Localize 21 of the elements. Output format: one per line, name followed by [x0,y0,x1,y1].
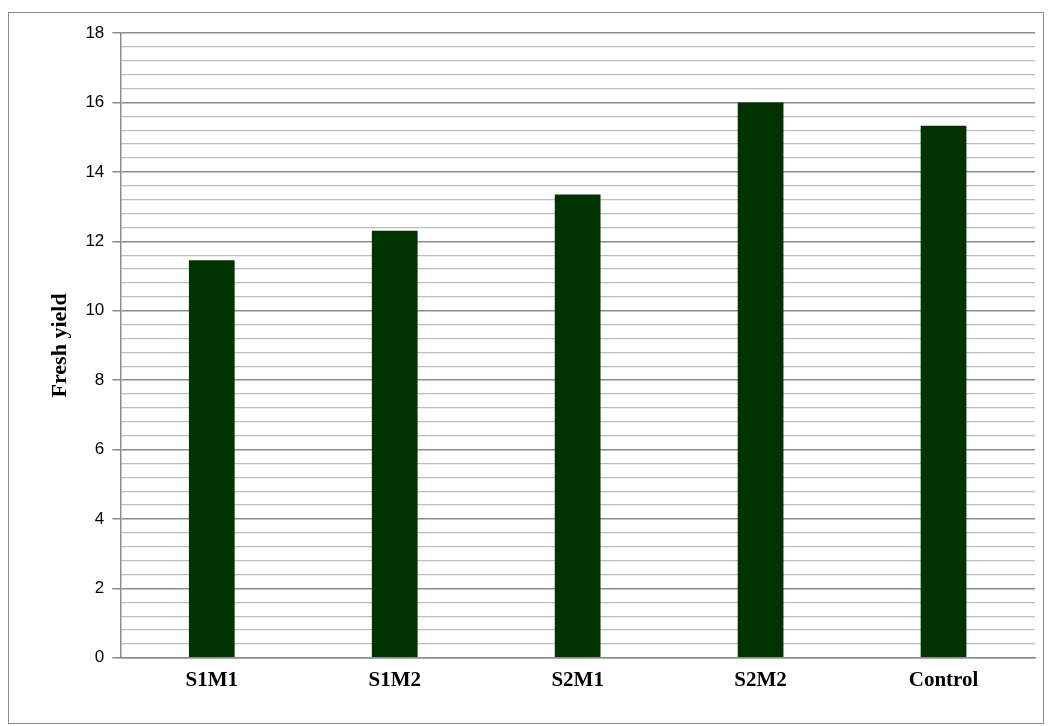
bar [554,194,601,658]
y-tick-label: 14 [85,161,105,181]
y-tick-label: 8 [94,369,105,389]
bar [737,102,784,658]
bar [188,260,235,658]
y-tick-label: 0 [94,647,105,667]
x-tick-label: Control [908,666,979,691]
x-tick-label: S1M1 [185,666,239,691]
y-tick-label: 2 [94,578,105,598]
x-tick-label: S1M2 [368,666,421,691]
y-tick-label: 6 [94,439,105,459]
y-tick-label: 16 [85,92,105,112]
y-tick-label: 10 [85,300,105,320]
bar [920,125,967,658]
y-tick-label: 12 [85,230,105,250]
y-tick-label: 18 [85,22,105,42]
y-axis-title: Fresh yield [45,293,71,398]
x-tick-label: S2M1 [551,666,604,691]
x-tick-label: S2M2 [734,666,787,691]
y-tick-label: 4 [94,508,105,528]
bar [371,230,418,658]
